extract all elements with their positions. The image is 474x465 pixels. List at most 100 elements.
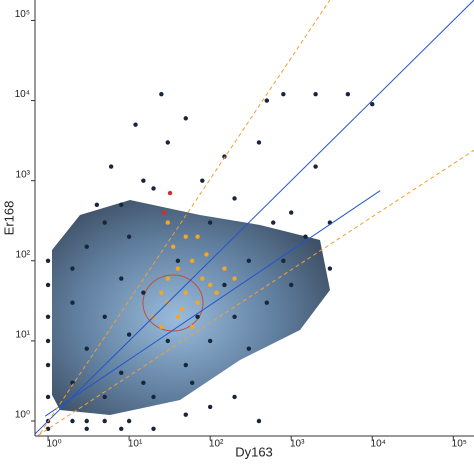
- point: [119, 276, 124, 281]
- point: [175, 258, 181, 263]
- point: [119, 370, 124, 375]
- point: [84, 426, 89, 431]
- point: [45, 258, 51, 263]
- point: [222, 282, 227, 288]
- point: [108, 164, 114, 169]
- point: [222, 266, 227, 271]
- point: [141, 380, 146, 385]
- y-tick-label: 10⁰: [15, 410, 30, 421]
- point: [151, 186, 156, 191]
- y-tick-label: 10¹: [16, 330, 31, 341]
- point: [45, 338, 51, 344]
- x-tick-label: 10³: [290, 439, 305, 450]
- point: [133, 122, 138, 127]
- x-tick-label: 10⁵: [452, 439, 467, 450]
- fit-line: [44, 190, 381, 417]
- point: [45, 282, 51, 288]
- x-tick-label: 10¹: [128, 439, 143, 450]
- point: [246, 346, 252, 351]
- y-tick-label: 10⁴: [15, 89, 30, 100]
- highlight-ellipse: [142, 274, 204, 332]
- point: [232, 314, 237, 319]
- point: [189, 258, 195, 263]
- point: [183, 362, 188, 368]
- point: [84, 244, 89, 249]
- y-tick-label: 10²: [16, 249, 31, 260]
- point: [207, 220, 213, 225]
- x-tick-label: 10⁴: [371, 439, 386, 450]
- x-tick-label: 10⁰: [46, 439, 61, 450]
- fit-line: [37, 149, 474, 436]
- point: [183, 290, 188, 295]
- point: [45, 362, 51, 368]
- point: [313, 92, 318, 97]
- point: [102, 394, 107, 400]
- y-axis-label: Er168: [1, 201, 16, 236]
- point: [165, 220, 170, 225]
- point: [119, 426, 124, 431]
- point: [189, 324, 195, 329]
- point: [159, 324, 164, 329]
- point: [167, 190, 173, 196]
- point: [222, 154, 227, 159]
- point: [232, 394, 237, 400]
- point: [281, 258, 286, 263]
- point: [207, 338, 213, 344]
- density-cloud: [52, 200, 330, 415]
- point: [207, 404, 213, 410]
- point: [256, 418, 262, 424]
- point: [126, 234, 132, 239]
- point: [264, 300, 270, 305]
- point: [175, 266, 181, 271]
- point: [165, 276, 170, 281]
- point: [70, 300, 75, 305]
- point: [84, 418, 89, 424]
- point: [102, 314, 107, 319]
- point: [171, 244, 176, 249]
- point: [313, 164, 318, 169]
- point: [289, 282, 294, 288]
- point: [102, 418, 107, 424]
- point: [195, 300, 200, 305]
- point: [207, 282, 213, 288]
- point: [289, 210, 294, 215]
- plot-area: [34, 0, 474, 436]
- y-tick-label: 10³: [16, 169, 31, 180]
- point: [102, 220, 107, 225]
- point: [214, 290, 219, 295]
- y-tick-label: 10⁵: [15, 9, 30, 20]
- point: [126, 418, 132, 424]
- point: [195, 234, 200, 239]
- point: [195, 314, 200, 319]
- point: [183, 116, 188, 121]
- point: [141, 290, 146, 295]
- fit-line: [34, 0, 474, 435]
- point: [281, 92, 286, 97]
- point: [45, 314, 51, 319]
- point: [200, 178, 205, 183]
- point: [189, 380, 195, 385]
- point: [141, 178, 146, 183]
- point: [232, 276, 237, 281]
- point: [303, 234, 308, 239]
- point: [232, 196, 237, 201]
- x-axis-label: Dy163: [235, 444, 273, 459]
- point: [159, 290, 164, 295]
- point: [165, 338, 170, 344]
- point: [204, 252, 209, 257]
- point: [94, 202, 100, 207]
- point: [179, 306, 185, 312]
- point: [200, 276, 205, 281]
- point: [70, 266, 75, 271]
- point: [370, 102, 375, 107]
- point: [175, 314, 181, 319]
- point: [183, 234, 188, 239]
- point: [126, 332, 132, 337]
- point: [151, 426, 156, 431]
- point: [165, 140, 170, 145]
- point: [183, 412, 188, 417]
- point: [119, 202, 124, 207]
- point: [345, 92, 351, 97]
- point: [264, 98, 270, 103]
